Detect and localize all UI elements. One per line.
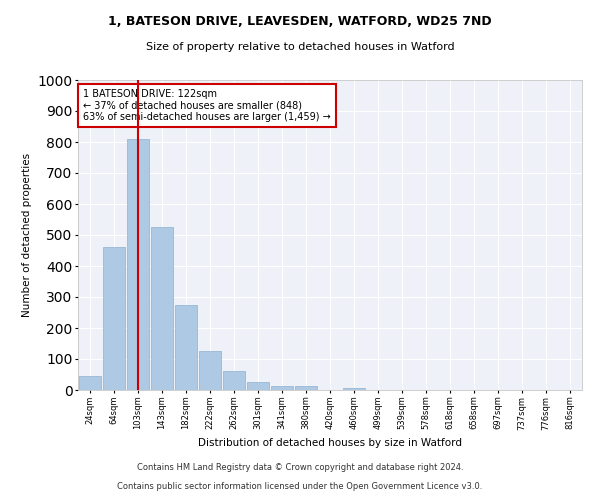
Y-axis label: Number of detached properties: Number of detached properties [22,153,32,317]
Bar [199,351,221,390]
Text: 1 BATESON DRIVE: 122sqm
← 37% of detached houses are smaller (848)
63% of semi-d: 1 BATESON DRIVE: 122sqm ← 37% of detache… [83,90,331,122]
Bar [103,248,125,390]
Bar [79,376,101,390]
Bar [295,386,317,390]
Text: Contains HM Land Registry data © Crown copyright and database right 2024.: Contains HM Land Registry data © Crown c… [137,464,463,472]
Bar [223,372,245,390]
X-axis label: Distribution of detached houses by size in Watford: Distribution of detached houses by size … [198,438,462,448]
Bar [151,227,173,390]
Bar [127,139,149,390]
Text: 1, BATESON DRIVE, LEAVESDEN, WATFORD, WD25 7ND: 1, BATESON DRIVE, LEAVESDEN, WATFORD, WD… [108,15,492,28]
Bar [247,382,269,390]
Bar [343,388,365,390]
Text: Size of property relative to detached houses in Watford: Size of property relative to detached ho… [146,42,454,52]
Bar [271,386,293,390]
Text: Contains public sector information licensed under the Open Government Licence v3: Contains public sector information licen… [118,482,482,491]
Bar [175,304,197,390]
